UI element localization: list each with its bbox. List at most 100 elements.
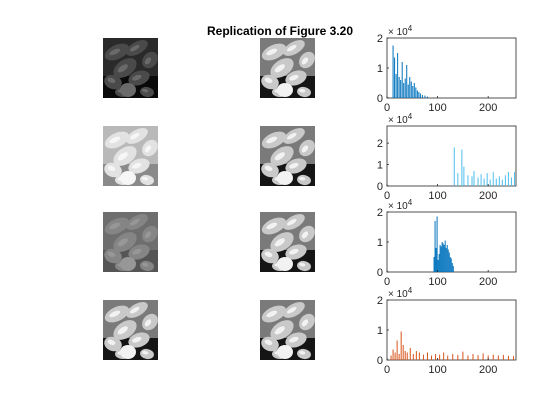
- histogram-axes: [386, 211, 517, 273]
- bright-blob: [120, 171, 136, 185]
- bean-highlight: [289, 248, 299, 255]
- bean-highlight: [132, 336, 142, 343]
- equalized-image: [260, 38, 315, 98]
- bright-blob: [120, 257, 136, 271]
- x-tick-label: 0: [384, 102, 390, 114]
- histogram-axes: [386, 37, 517, 99]
- x-tick-label: 0: [384, 364, 390, 376]
- x-tick-label: 200: [479, 276, 497, 288]
- bean-highlight: [264, 339, 273, 346]
- bright-blob: [277, 171, 293, 185]
- bean-highlight: [301, 319, 309, 327]
- bright-blob: [277, 345, 293, 359]
- bright-blob: [277, 257, 293, 271]
- bean-highlight: [109, 48, 121, 56]
- bean-highlight: [117, 64, 128, 73]
- equalized-image: [260, 212, 315, 272]
- bean-highlight: [109, 310, 121, 318]
- bean-highlight: [107, 77, 116, 84]
- x-tick-label: 100: [428, 102, 446, 114]
- x-tick-label: 200: [479, 364, 497, 376]
- y-exponent-label: × 104: [388, 24, 413, 38]
- bean-highlight: [266, 48, 278, 56]
- x-tick-label: 200: [479, 102, 497, 114]
- bean-highlight: [142, 176, 149, 181]
- bean-highlight: [286, 132, 297, 140]
- x-tick-label: 100: [428, 276, 446, 288]
- bean-highlight: [132, 162, 142, 169]
- bean-highlight: [144, 319, 152, 327]
- bean-highlight: [132, 248, 142, 255]
- y-tick-label: 2: [377, 138, 383, 150]
- bean-highlight: [144, 145, 152, 153]
- bean-highlight: [266, 222, 278, 230]
- bean-highlight: [117, 152, 128, 161]
- y-tick-label: 1: [377, 160, 383, 172]
- bean-highlight: [264, 77, 273, 84]
- histogram-axes: [386, 125, 517, 187]
- bean-highlight: [142, 350, 149, 355]
- y-tick-label: 1: [377, 325, 383, 337]
- equalized-image: [260, 126, 315, 186]
- bright-blob: [277, 83, 293, 97]
- equalized-image: [260, 300, 315, 360]
- y-exponent-label: × 104: [388, 112, 413, 126]
- bean-highlight: [107, 165, 116, 172]
- bean-highlight: [286, 306, 297, 314]
- bean-highlight: [129, 132, 140, 140]
- bean-highlight: [274, 326, 285, 335]
- bean-highlight: [144, 57, 152, 65]
- bean-highlight: [274, 152, 285, 161]
- plot-area: [386, 299, 517, 361]
- bean-highlight: [264, 251, 273, 258]
- bean-highlight: [142, 88, 149, 93]
- bean-highlight: [286, 44, 297, 52]
- bean-highlight: [301, 145, 309, 153]
- y-exponent-label: × 104: [388, 286, 413, 300]
- bean-highlight: [129, 218, 140, 226]
- y-tick-label: 0: [377, 93, 383, 105]
- bean-highlight: [129, 44, 140, 52]
- x-tick-label: 100: [428, 364, 446, 376]
- bean-highlight: [129, 306, 140, 314]
- y-tick-label: 0: [377, 267, 383, 279]
- histogram-axes: [386, 299, 517, 361]
- x-tick-label: 0: [384, 190, 390, 202]
- x-tick-label: 0: [384, 276, 390, 288]
- y-tick-label: 2: [377, 207, 383, 219]
- bean-highlight: [109, 136, 121, 144]
- y-exponent-power: 4: [408, 198, 413, 207]
- y-tick-label: 0: [377, 181, 383, 193]
- bean-highlight: [289, 162, 299, 169]
- bright-blob: [120, 345, 136, 359]
- bean-highlight: [289, 336, 299, 343]
- bean-highlight: [266, 136, 278, 144]
- bean-highlight: [286, 218, 297, 226]
- bean-highlight: [301, 57, 309, 65]
- bean-highlight: [144, 231, 152, 239]
- y-tick-label: 2: [377, 33, 383, 45]
- x-tick-label: 100: [428, 190, 446, 202]
- source-image: [103, 300, 158, 360]
- bean-highlight: [299, 350, 306, 355]
- y-tick-label: 2: [377, 295, 383, 307]
- bean-highlight: [107, 251, 116, 258]
- y-tick-label: 1: [377, 63, 383, 75]
- y-exponent-power: 4: [408, 24, 413, 33]
- bright-blob: [120, 83, 136, 97]
- y-exponent-power: 4: [408, 286, 413, 295]
- bean-highlight: [266, 310, 278, 318]
- y-tick-label: 0: [377, 355, 383, 367]
- source-image: [103, 126, 158, 186]
- source-image: [103, 38, 158, 98]
- bean-highlight: [117, 326, 128, 335]
- bean-highlight: [301, 231, 309, 239]
- bean-highlight: [274, 238, 285, 247]
- bean-highlight: [299, 176, 306, 181]
- bean-highlight: [264, 165, 273, 172]
- y-tick-label: 1: [377, 237, 383, 249]
- y-exponent-power: 4: [408, 112, 413, 121]
- bean-highlight: [132, 74, 142, 81]
- bean-highlight: [299, 88, 306, 93]
- figure-title: Replication of Figure 3.20: [206, 24, 354, 38]
